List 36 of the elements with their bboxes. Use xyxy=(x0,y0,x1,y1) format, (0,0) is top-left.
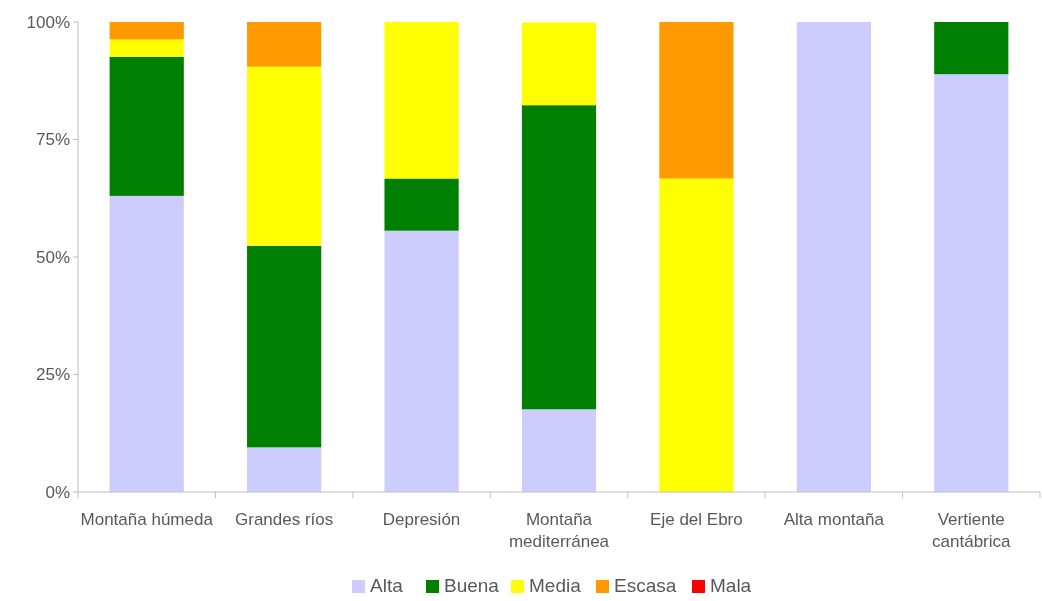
bar xyxy=(521,409,597,492)
x-tick-label: Vertiente cantábrica xyxy=(932,510,1012,551)
bar xyxy=(247,245,322,448)
bar xyxy=(247,447,322,492)
y-tick-label: 50% xyxy=(35,247,70,267)
bar xyxy=(384,178,459,231)
bar xyxy=(247,22,322,67)
y-tick-label: 0% xyxy=(45,482,70,502)
x-tick-label: Alta montaña xyxy=(783,510,885,529)
bar xyxy=(659,178,734,492)
bar xyxy=(109,56,184,196)
x-tick-label: Depresión xyxy=(382,510,461,529)
y-tick-label: 25% xyxy=(35,365,70,385)
bar xyxy=(109,22,184,40)
bar xyxy=(521,22,597,106)
bar xyxy=(521,105,597,410)
bar xyxy=(384,230,459,492)
legend-label: Mala xyxy=(710,575,752,596)
bar xyxy=(934,74,1009,492)
bar xyxy=(247,66,322,246)
legend-label: Alta xyxy=(370,575,404,596)
legend-label: Media xyxy=(529,575,582,596)
bar xyxy=(109,39,184,57)
x-tick-label: Montaña mediterránea xyxy=(508,510,610,551)
y-tick-label: 75% xyxy=(35,130,70,150)
legend-label: Buena xyxy=(444,575,500,596)
x-tick-label: Montaña húmeda xyxy=(80,510,214,529)
legend-label: Escasa xyxy=(614,575,677,596)
bar xyxy=(384,22,459,179)
x-tick-label: Grandes ríos xyxy=(235,510,334,529)
bar xyxy=(796,22,871,492)
bar xyxy=(934,22,1009,75)
x-tick-label: Eje del Ebro xyxy=(650,510,743,529)
y-tick-label: 100% xyxy=(26,12,70,32)
bar xyxy=(659,22,734,179)
bar xyxy=(109,195,184,492)
